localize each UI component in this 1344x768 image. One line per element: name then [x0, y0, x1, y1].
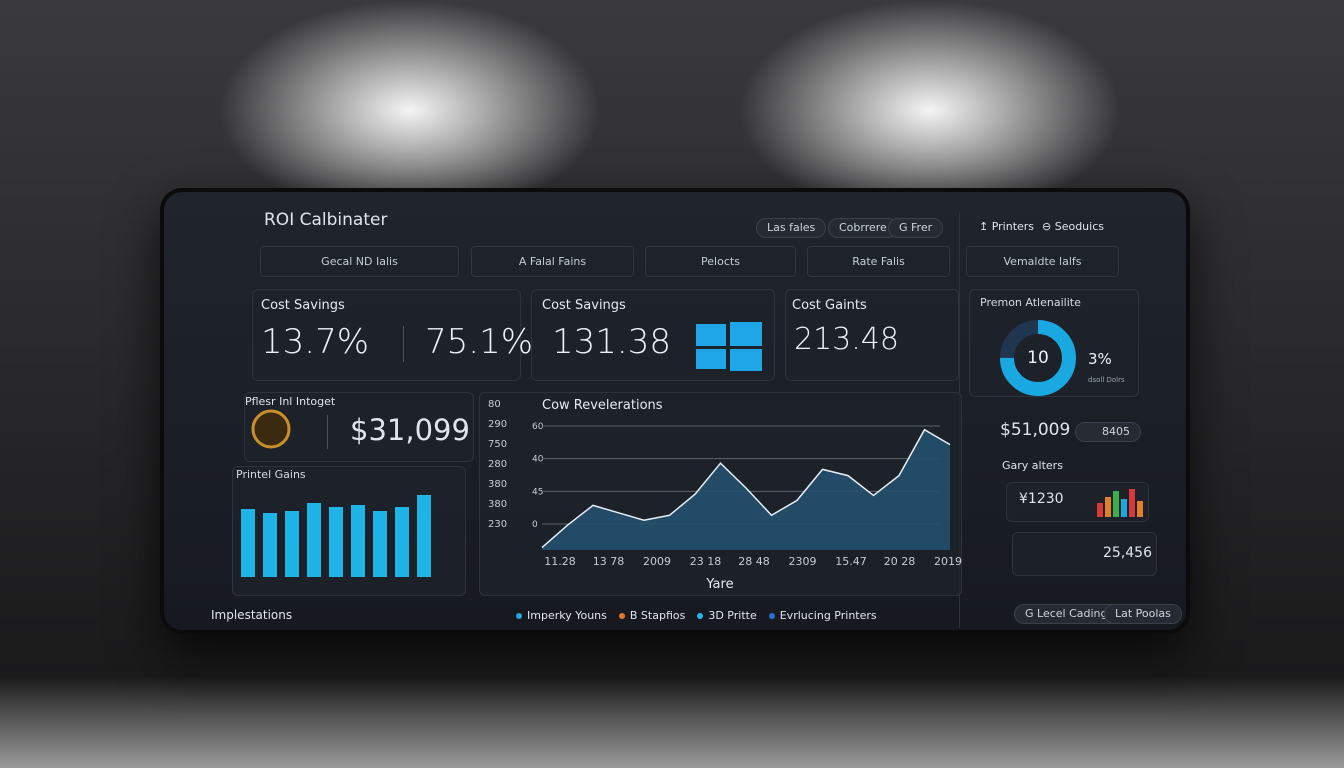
kpi-title: Cost Gaints: [792, 298, 867, 313]
donut-segment: [1000, 320, 1076, 396]
bar: [307, 503, 321, 577]
donut-percent: 3%: [1088, 350, 1112, 368]
header-link[interactable]: ↥ Printers: [979, 220, 1035, 233]
x-tick-label: 15.47: [835, 555, 867, 568]
header-button[interactable]: Cobrrere: [828, 218, 898, 238]
area-line: [541, 428, 951, 549]
kpi-card: Cost Savings 131.38: [531, 289, 775, 381]
bar: [241, 509, 255, 577]
kpi-value: 75.1%: [425, 322, 534, 362]
badge: 8405: [1075, 422, 1141, 442]
legend-text: B Stapfios: [629, 609, 686, 622]
x-tick-label: 2309: [789, 555, 817, 568]
bar: [329, 507, 343, 577]
chart-title: Premon Atlenailite: [980, 296, 1081, 309]
axis-label: 45: [532, 487, 543, 497]
axis-label: 750: [488, 439, 507, 450]
header-button[interactable]: Las fales: [756, 218, 827, 238]
axis-label: 380: [488, 479, 507, 490]
legend-item: Evrlucing Printers: [768, 609, 877, 622]
footer-button[interactable]: Lat Poolas: [1104, 604, 1182, 624]
interest-value: $31,099: [350, 413, 470, 447]
header-button[interactable]: G Frer: [888, 218, 944, 238]
legend-dot: [618, 613, 625, 619]
legend-dot: [697, 613, 704, 619]
kpi-title: Cost Savings: [261, 298, 345, 313]
interest-title: Pflesr Inl Intoget: [245, 395, 336, 408]
legend-item: B Stapfios: [618, 609, 686, 622]
kpi-card: Cost Savings 13.7% 75.1%: [252, 289, 533, 381]
mini-value: 25,456: [1103, 545, 1152, 561]
bars-card: Printel Gains: [232, 466, 466, 596]
bar: [417, 495, 431, 577]
windows-logo: [696, 322, 762, 371]
header-link[interactable]: ⊖ Seoduics: [1042, 220, 1104, 233]
bar: [263, 513, 277, 577]
kpi-value: 131.38: [552, 322, 671, 362]
axis-label: 60: [532, 422, 544, 432]
tab[interactable]: Rate Falis: [807, 246, 950, 277]
kpi-value: 13.7%: [261, 322, 370, 362]
bar: [285, 511, 299, 577]
legend: Imperky Youns B Stapfios 3D Pritte Evrlucin…: [516, 609, 877, 622]
axis-label: 40: [532, 455, 544, 465]
kpi-value: 213.48: [794, 322, 899, 357]
axis-label: 280: [488, 459, 507, 470]
x-tick-label: 2019: [934, 555, 962, 568]
mini-card: ¥1230: [1006, 482, 1149, 522]
bar: [373, 511, 387, 577]
chart-title: Printel Gains: [236, 468, 306, 481]
legend-item: Imperky Youns: [516, 609, 607, 622]
tab[interactable]: Vemaldte lalfs: [966, 246, 1119, 277]
area-fill: [542, 429, 950, 550]
kpi-card: Cost Gaints 213.48: [785, 289, 959, 381]
donut-note: dsoll Dolrs: [1088, 376, 1125, 384]
footer-label: Implestations: [211, 608, 293, 622]
x-tick-label: 13 78: [593, 555, 625, 568]
tab[interactable]: Pelocts: [645, 246, 796, 277]
dashboard-screen: ROI Calbinater Las fales Cobrrere G Frer…: [160, 188, 1190, 634]
axis-label: 0: [532, 520, 538, 530]
badge-icon: [251, 409, 291, 449]
separator: [403, 326, 404, 362]
donut-card: Premon Atlenailite 3% dsoll Dolrs 10: [969, 289, 1139, 397]
interest-card: Pflesr Inl Intoget $31,099: [244, 392, 474, 462]
donut-center: 10: [1027, 348, 1049, 368]
amount: $51,009: [1000, 420, 1071, 440]
chart-title: Cow Revelerations: [542, 398, 663, 413]
legend-dot: [516, 613, 522, 619]
legend-dot: [768, 613, 775, 619]
kpi-title: Cost Savings: [542, 298, 626, 313]
x-tick-label: 28 48: [738, 555, 770, 568]
x-tick-label: 23 18: [690, 555, 722, 568]
axis-label: 380: [488, 499, 507, 510]
area-card: Cow Revelerations 80 290 750 280 380 380 230 60…: [479, 392, 962, 596]
x-tick-label: 11.28: [544, 555, 576, 568]
axis-label: 290: [488, 419, 507, 430]
mini-value: ¥1230: [1019, 491, 1064, 507]
app-title: ROI Calbinater: [264, 210, 388, 230]
group-title: Gary alters: [1002, 459, 1063, 472]
axis-label: 230: [488, 519, 507, 530]
tab[interactable]: Gecal ND Ialis: [260, 246, 459, 277]
x-axis-label: Yare: [705, 577, 733, 592]
mini-card: 25,456: [1012, 532, 1157, 576]
legend-item: 3D Pritte: [697, 609, 757, 622]
bar-chart: Printel Gains: [236, 468, 431, 577]
legend-text: 3D Pritte: [708, 609, 757, 622]
axis-label: 80: [488, 399, 501, 410]
legend-text: Imperky Youns: [527, 609, 607, 622]
x-tick-label: 20 28: [884, 555, 916, 568]
bar: [351, 505, 365, 577]
x-tick-label: 2009: [643, 555, 671, 568]
legend-text: Evrlucing Printers: [779, 609, 877, 622]
donut-chart: Premon Atlenailite 3% dsoll Dolrs 10: [980, 296, 1125, 396]
bar: [395, 507, 409, 577]
area-chart: Cow Revelerations 80 290 750 280 380 380 230 60…: [488, 398, 962, 592]
tab[interactable]: A Falal Fains: [471, 246, 634, 277]
separator: [327, 415, 328, 449]
mini-bars: [1097, 489, 1143, 517]
